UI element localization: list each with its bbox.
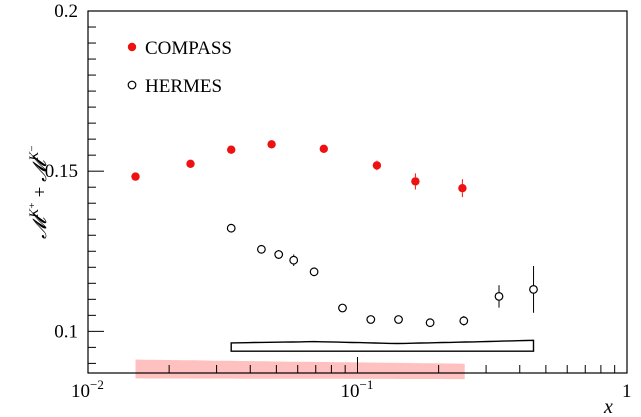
data-point-hermes	[394, 315, 403, 324]
legend-label-hermes: HERMES	[145, 76, 222, 97]
series-compass	[131, 140, 467, 198]
data-point-hermes	[274, 250, 284, 259]
data-point-hermes	[425, 318, 435, 328]
data-point-hermes	[309, 267, 319, 277]
x-tick-label: 1	[622, 381, 632, 402]
systematic-bands	[135, 339, 535, 380]
data-point-hermes	[257, 244, 266, 254]
y-axis-title-sup1: K⁺	[26, 202, 41, 219]
data-series	[131, 140, 538, 328]
legend: COMPASS HERMES	[127, 38, 232, 97]
data-point-compass	[458, 184, 467, 193]
x-axis: 10−2 10−1 1	[71, 357, 632, 402]
x-tick-label-base: 10	[71, 381, 90, 402]
data-point-compass	[227, 145, 236, 154]
data-point-compass	[267, 140, 276, 149]
plot-frame	[87, 10, 628, 374]
data-point-hermes	[338, 303, 347, 313]
data-point-hermes	[226, 223, 236, 233]
y-axis-title-sup2: K⁻	[26, 145, 41, 162]
x-axis-title: x	[603, 396, 613, 417]
y-tick-label: 0.15	[45, 161, 78, 182]
y-axis-title-plus: +	[30, 182, 51, 202]
x-tick-label-base: 1	[622, 381, 632, 402]
data-point-hermes	[289, 255, 299, 265]
x-tick-label: 10−1	[341, 377, 374, 402]
series-hermes	[226, 223, 538, 328]
y-tick-label: 0.1	[54, 321, 78, 342]
systematic-band-compass	[135, 359, 465, 380]
x-tick-label-base: 10	[341, 381, 360, 402]
data-point-compass	[319, 144, 328, 153]
data-point-compass	[372, 161, 382, 170]
data-point-compass	[131, 172, 140, 181]
data-point-hermes	[366, 315, 376, 324]
data-point-hermes	[459, 316, 469, 326]
x-tick-label-exponent: −2	[90, 377, 104, 392]
legend-label-compass: COMPASS	[145, 38, 232, 59]
y-axis-title-m2: 𝓜	[30, 155, 51, 182]
y-axis-title: 𝓜K⁺ + 𝓜K⁻	[26, 145, 51, 239]
x-tick-label: 10−2	[71, 377, 104, 402]
systematic-band-hermes	[230, 339, 535, 352]
x-tick-label-exponent: −1	[360, 377, 374, 392]
y-tick-label: 0.2	[54, 1, 78, 22]
y-axis: 0.1 0.15 0.2	[45, 1, 104, 364]
legend-marker-compass	[127, 42, 137, 52]
data-point-hermes	[494, 292, 504, 301]
legend-marker-hermes	[127, 80, 137, 90]
y-axis-title-m1: 𝓜	[30, 212, 51, 239]
data-point-hermes	[529, 285, 538, 294]
data-point-compass	[411, 177, 420, 186]
data-point-compass	[186, 159, 195, 168]
